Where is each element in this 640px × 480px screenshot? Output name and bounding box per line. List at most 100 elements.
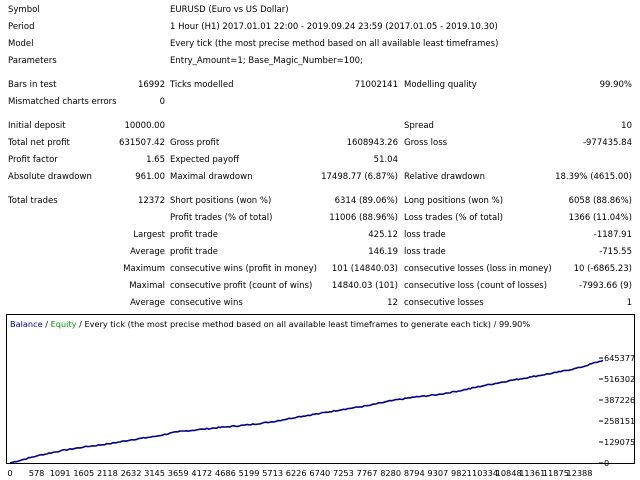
largest-loss-label: loss trade: [404, 230, 446, 240]
short-value: 6314 (89.06%): [334, 196, 398, 206]
y-tick-label: 0: [604, 458, 610, 468]
test-report: Symbol EURUSD (Euro vs US Dollar) Period…: [8, 5, 632, 308]
average-label: Average: [130, 247, 165, 257]
x-tick-label: 8280: [380, 468, 402, 478]
x-tick-label: 578: [28, 468, 45, 478]
cons-profit-count-value: 14840.03 (101): [331, 281, 398, 291]
average-loss-label: loss trade: [404, 247, 446, 257]
average-cons-label: Average: [130, 298, 165, 308]
deposit-label: Initial deposit: [8, 121, 66, 131]
bars-label: Bars in test: [8, 80, 57, 90]
absdd-label: Absolute drawdown: [8, 172, 92, 182]
losstrades-label: Loss trades (% of total): [404, 213, 503, 223]
x-tick-label: 12388: [566, 468, 593, 478]
x-tick-label: 2118: [96, 468, 118, 478]
legend-balance: Balance: [10, 319, 43, 329]
spread-value: 10: [621, 121, 632, 131]
cons-wins-money-label: consecutive wins (profit in money): [170, 264, 317, 274]
parameters-value: Entry_Amount=1; Base_Magic_Number=100;: [170, 56, 363, 66]
cons-losses-money-label: consecutive losses (loss in money): [404, 264, 552, 274]
grossloss-value: -977435.84: [582, 138, 632, 148]
trades-value: 12372: [137, 196, 165, 206]
mismatch-value: 0: [159, 97, 165, 107]
profittrades-label: Profit trades (% of total): [170, 213, 273, 223]
x-tick-label: 4686: [214, 468, 236, 478]
x-tick-label: 0: [7, 468, 13, 478]
long-label: Long positions (won %): [404, 196, 504, 206]
avg-cons-losses-value: 1: [626, 298, 632, 308]
x-tick-label: 11875: [542, 468, 569, 478]
x-tick-label: 10334: [472, 468, 499, 478]
x-tick-label: 9307: [427, 468, 449, 478]
avg-cons-wins-label: consecutive wins: [170, 298, 243, 308]
model-label: Model: [8, 39, 34, 49]
average-profit-label: profit trade: [170, 247, 218, 257]
netprofit-value: 631507.42: [119, 138, 165, 148]
x-tick-label: 7767: [356, 468, 378, 478]
quality-label: Modelling quality: [404, 80, 477, 90]
payoff-label: Expected payoff: [170, 155, 240, 165]
maximum-label: Maximum: [123, 264, 165, 274]
model-value: Every tick (the most precise method base…: [170, 39, 499, 49]
cons-profit-count-label: consecutive profit (count of wins): [170, 281, 313, 291]
spread-label: Spread: [404, 121, 434, 131]
y-tick-label: 516302: [604, 373, 636, 384]
chart-legend: Balance / Equity / Every tick (the most …: [10, 318, 530, 330]
legend-equity: Equity: [50, 319, 77, 329]
x-tick-label: 5713: [262, 468, 284, 478]
absdd-value: 961.00: [135, 172, 165, 182]
cons-loss-count-value: -7993.66 (9): [579, 281, 632, 291]
grossprofit-value: 1608943.26: [346, 138, 398, 148]
grossloss-label: Gross loss: [404, 138, 448, 148]
parameters-label: Parameters: [8, 56, 57, 66]
netprofit-label: Total net profit: [8, 138, 70, 148]
period-value: 1 Hour (H1) 2017.01.01 22:00 - 2019.09.2…: [170, 22, 498, 32]
x-tick-label: 6226: [285, 468, 307, 478]
x-tick-label: 2632: [120, 468, 142, 478]
x-tick-label: 1605: [73, 468, 95, 478]
maximal-label: Maximal: [129, 281, 165, 291]
profittrades-value: 11006 (88.96%): [329, 213, 398, 223]
ticks-label: Ticks modelled: [170, 80, 234, 90]
mismatch-label: Mismatched charts errors: [8, 97, 117, 107]
largest-profit-label: profit trade: [170, 230, 218, 240]
x-tick-label: 3145: [144, 468, 165, 478]
cons-loss-count-label: consecutive loss (count of losses): [404, 281, 548, 291]
x-tick-label: 10848: [495, 468, 522, 478]
x-tick-label: 7253: [332, 468, 354, 478]
x-tick-label: 4172: [191, 468, 213, 478]
maxdd-label: Maximal drawdown: [170, 172, 253, 182]
x-tick-label: 3659: [167, 468, 189, 478]
y-tick-label: 129075: [604, 437, 636, 447]
largest-profit-value: 425.12: [368, 230, 398, 240]
x-tick-label: 5199: [238, 468, 260, 478]
pf-value: 1.65: [146, 155, 165, 165]
x-tick-label: 11361: [519, 468, 546, 478]
maxdd-value: 17498.77 (6.87%): [321, 172, 398, 182]
quality-value: 99.90%: [599, 80, 632, 90]
pf-label: Profit factor: [8, 155, 58, 165]
x-tick-label: 9821: [451, 468, 472, 478]
average-loss-value: -715.55: [599, 247, 632, 257]
avg-cons-wins-value: 12: [387, 298, 398, 308]
x-tick-label: 6740: [309, 468, 331, 478]
long-value: 6058 (88.86%): [568, 196, 632, 206]
cons-losses-money-value: 10 (-6865.23): [573, 264, 632, 274]
reldd-value: 18.39% (4615.00): [555, 172, 632, 182]
legend-description: / Every tick (the most precise method ba…: [76, 319, 531, 329]
cons-wins-money-value: 101 (14840.03): [331, 264, 398, 274]
symbol-value: EURUSD (Euro vs US Dollar): [170, 5, 289, 15]
y-tick-label: 258151: [604, 415, 636, 426]
losstrades-value: 1366 (11.04%): [568, 213, 632, 223]
reldd-label: Relative drawdown: [404, 172, 485, 182]
symbol-label: Symbol: [8, 5, 40, 15]
largest-label: Largest: [133, 230, 165, 240]
payoff-value: 51.04: [373, 155, 398, 165]
largest-loss-value: -1187.91: [593, 230, 632, 240]
balance-chart-frame: [6, 314, 635, 464]
legend-separator: /: [42, 319, 51, 329]
balance-series-line: [9, 359, 604, 464]
x-tick-label: 1091: [49, 468, 71, 478]
avg-cons-losses-label: consecutive losses: [404, 298, 484, 308]
